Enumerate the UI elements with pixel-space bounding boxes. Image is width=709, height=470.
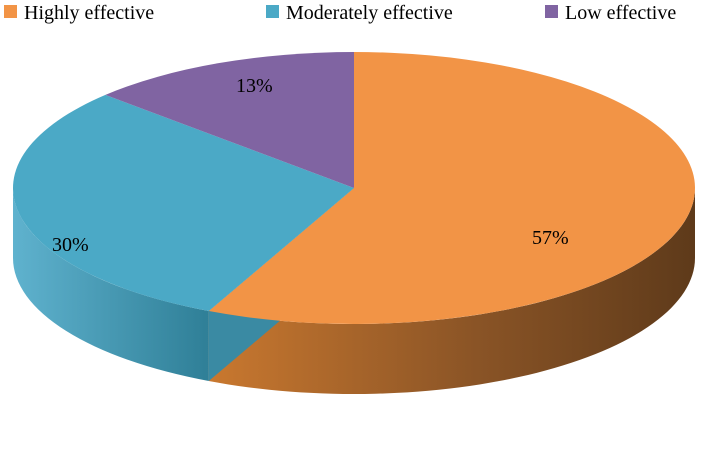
pie-slices [12, 52, 695, 325]
legend-item: Moderately effective [266, 2, 453, 24]
legend-item: Low effective [545, 2, 676, 24]
pie-side-highly-effective [208, 188, 695, 394]
legend-label: Highly effective [24, 2, 154, 24]
legend-label: Moderately effective [286, 2, 453, 24]
data-labels: 57% 30% 13% [52, 75, 569, 256]
legend-swatch [4, 5, 17, 18]
legend: Highly effective Moderately effective Lo… [4, 2, 676, 24]
legend-swatch [266, 5, 279, 18]
pie-slice-low-effective [105, 52, 355, 188]
data-label-low-effective: 13% [236, 75, 273, 97]
legend-label: Low effective [565, 2, 676, 24]
legend-item: Highly effective [4, 2, 154, 24]
data-label-highly-effective: 57% [532, 227, 569, 249]
pie-slice-moderately-effective [12, 94, 354, 312]
pie-slice-highly-effective [208, 52, 695, 325]
pie-side-moderately-effective [13, 188, 209, 382]
data-label-moderately-effective: 30% [52, 234, 89, 256]
legend-swatch [545, 5, 558, 18]
